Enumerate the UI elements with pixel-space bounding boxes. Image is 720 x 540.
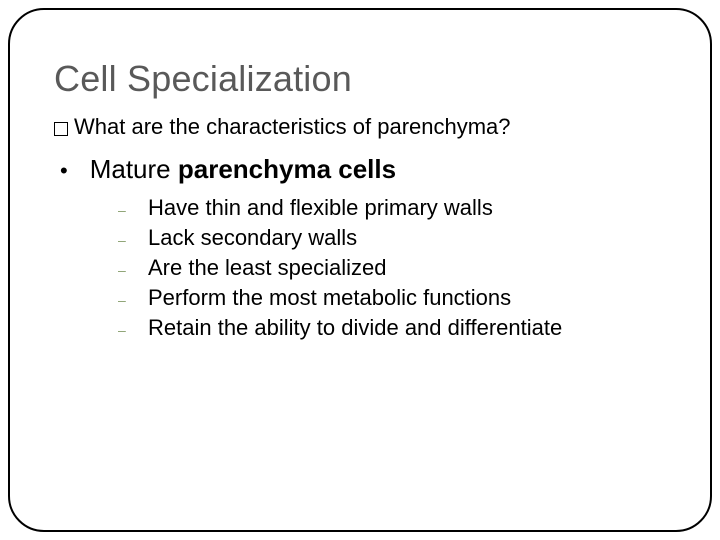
dash-icon: – <box>118 202 130 218</box>
dash-icon: – <box>118 322 130 338</box>
question-row: What are the characteristics of parenchy… <box>54 114 666 140</box>
main-bullet-text: Mature parenchyma cells <box>90 154 396 185</box>
list-item: – Have thin and flexible primary walls <box>118 195 666 221</box>
sub-item-text: Perform the most metabolic functions <box>148 285 511 311</box>
dash-icon: – <box>118 232 130 248</box>
list-item: – Lack secondary walls <box>118 225 666 251</box>
list-item: – Retain the ability to divide and diffe… <box>118 315 666 341</box>
sub-item-text: Are the least specialized <box>148 255 386 281</box>
checkbox-icon <box>54 122 68 136</box>
main-bullet-bold: parenchyma cells <box>178 154 396 184</box>
list-item: – Perform the most metabolic functions <box>118 285 666 311</box>
bullet-dot-icon: • <box>60 160 68 182</box>
slide-frame: Cell Specialization What are the charact… <box>8 8 712 532</box>
sub-item-text: Have thin and flexible primary walls <box>148 195 493 221</box>
sub-bullet-list: – Have thin and flexible primary walls –… <box>118 195 666 341</box>
question-text: What are the characteristics of parenchy… <box>74 114 511 140</box>
sub-item-text: Lack secondary walls <box>148 225 357 251</box>
slide: Cell Specialization What are the charact… <box>0 0 720 540</box>
dash-icon: – <box>118 292 130 308</box>
sub-item-text: Retain the ability to divide and differe… <box>148 315 562 341</box>
dash-icon: – <box>118 262 130 278</box>
slide-title: Cell Specialization <box>54 58 666 100</box>
main-bullet-row: • Mature parenchyma cells <box>60 154 666 185</box>
list-item: – Are the least specialized <box>118 255 666 281</box>
main-bullet-prefix: Mature <box>90 154 178 184</box>
